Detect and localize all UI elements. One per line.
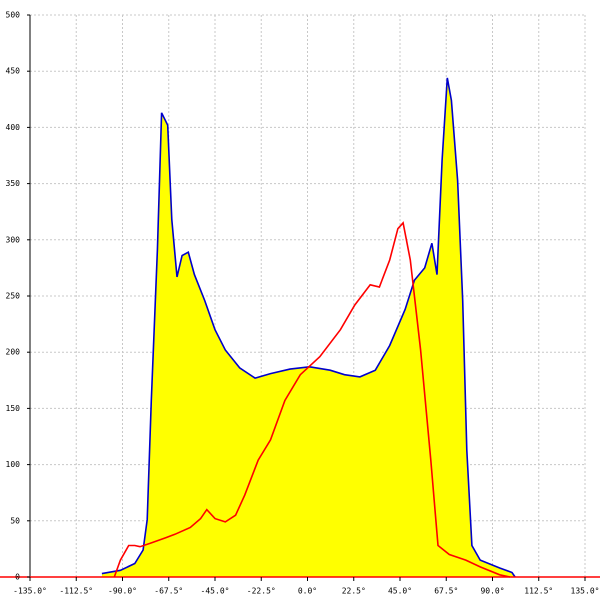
y-tick-label: 50 bbox=[10, 516, 20, 525]
x-tick-label: 0.0° bbox=[298, 587, 317, 596]
y-tick-label: 450 bbox=[6, 67, 21, 76]
axes: 0 50 100 150 200 250 300 350 400 450 500 -135.0° -11… bbox=[0, 11, 600, 596]
x-tick-label: 135.0° bbox=[571, 587, 600, 596]
x-tick-label: -67.5° bbox=[154, 587, 183, 596]
y-tick-label: 400 bbox=[6, 123, 21, 132]
x-tick-label: 112.5° bbox=[524, 587, 553, 596]
x-tick-label: -135.0° bbox=[13, 587, 47, 596]
y-tick-label: 0 bbox=[15, 573, 20, 582]
x-tick-label: 22.5° bbox=[342, 587, 366, 596]
x-tick-label: -90.0° bbox=[108, 587, 137, 596]
x-tick-label: -22.5° bbox=[247, 587, 276, 596]
y-tick-label: 300 bbox=[6, 235, 21, 244]
x-tick-label: -112.5° bbox=[59, 587, 93, 596]
x-tick-label: 90.0° bbox=[480, 587, 504, 596]
y-tick-label: 350 bbox=[6, 179, 21, 188]
y-tick-label: 200 bbox=[6, 348, 21, 357]
x-tick-label: 67.5° bbox=[434, 587, 458, 596]
area bbox=[101, 77, 516, 578]
plot bbox=[101, 77, 516, 578]
x-tick-label: 45.0° bbox=[388, 587, 412, 596]
x-tick-label: -45.0° bbox=[201, 587, 230, 596]
y-tick-label: 100 bbox=[6, 460, 21, 469]
y-tick-label: 500 bbox=[6, 11, 21, 20]
y-tick-label: 150 bbox=[6, 404, 21, 413]
y-tick-label: 250 bbox=[6, 292, 21, 301]
line bbox=[113, 221, 511, 578]
